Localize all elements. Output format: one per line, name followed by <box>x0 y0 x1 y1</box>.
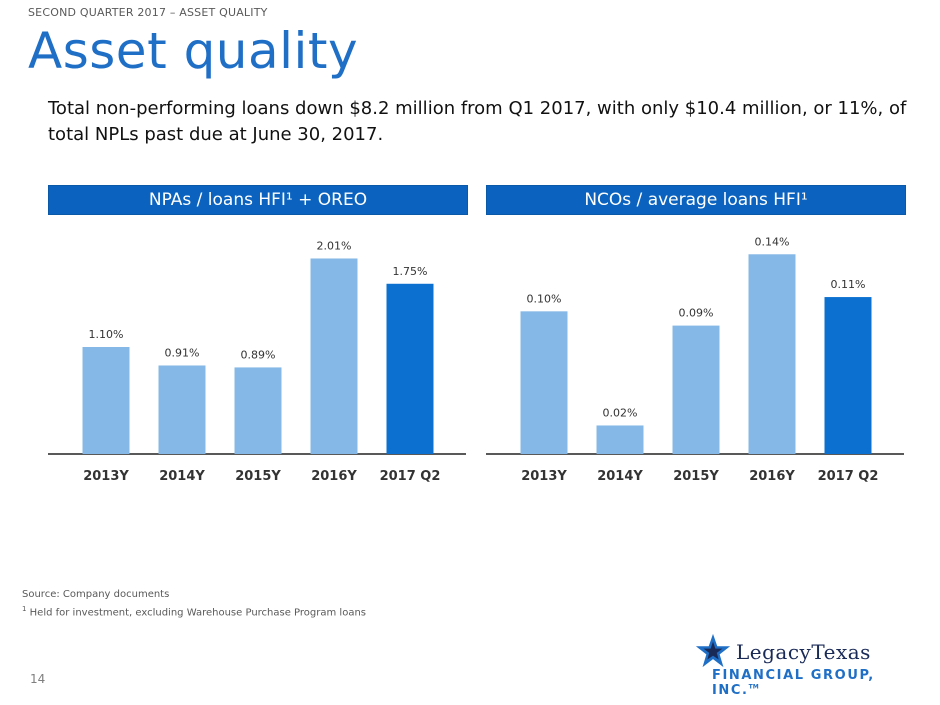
npa-data-label: 0.89% <box>241 348 276 361</box>
nco-tick-label: 2014Y <box>597 469 643 484</box>
npa-data-label: 1.75% <box>393 265 428 278</box>
nco-data-label: 0.09% <box>679 307 714 320</box>
nco-tick-label: 2015Y <box>673 469 719 484</box>
logo-tm: TM <box>748 683 759 691</box>
nco-data-label: 0.11% <box>831 278 866 291</box>
footnote-1: 1 Held for investment, excluding Warehou… <box>22 602 366 620</box>
nco-tick-label: 2013Y <box>521 469 567 484</box>
npa-bar-2014y <box>158 365 206 454</box>
npa-data-label: 2.01% <box>317 239 352 252</box>
npa-bar-2015y <box>234 367 282 454</box>
nco-bar-2014y <box>596 425 644 454</box>
section-label: SECOND QUARTER 2017 – ASSET QUALITY <box>28 6 268 19</box>
page-number: 14 <box>30 672 46 686</box>
npa-tick-label: 2015Y <box>235 469 281 484</box>
npa-tick-label: 2016Y <box>311 469 357 484</box>
npa-bar-2013y <box>82 347 130 454</box>
nco-bar-chart: 0.10% 2013Y 0.02% 2014Y 0.09% 2015Y 0.14% 2016Y… <box>486 235 904 484</box>
logo-subtitle-text: FINANCIAL GROUP, INC. <box>712 668 875 698</box>
source-note: Source: Company documents <box>22 589 170 600</box>
footnote-marker: 1 <box>22 605 27 613</box>
subtitle: Total non-performing loans down $8.2 mil… <box>48 98 907 145</box>
page-title: Asset quality <box>28 22 359 80</box>
star-icon <box>695 633 731 668</box>
nco-data-label: 0.14% <box>755 235 790 248</box>
nco-data-label: 0.10% <box>527 292 562 305</box>
nco-bar-2017-q2 <box>824 297 872 454</box>
footnote-text: Held for investment, excluding Warehouse… <box>26 607 366 619</box>
npa-tick-label: 2013Y <box>83 469 129 484</box>
npa-tick-label: 2017 Q2 <box>380 469 441 484</box>
nco-bar-2013y <box>520 311 568 454</box>
nco-chart-header: NCOs / average loans HFI¹ <box>486 185 906 215</box>
nco-bar-2015y <box>672 325 720 454</box>
npa-chart-header: NPAs / loans HFI¹ + OREO <box>48 185 468 215</box>
npa-tick-label: 2014Y <box>159 469 205 484</box>
nco-tick-label: 2017 Q2 <box>818 469 879 484</box>
company-logo: LegacyTexas FINANCIAL GROUP, INC.TM <box>694 632 924 698</box>
footnotes: Source: Company documents 1 Held for inv… <box>22 588 366 620</box>
npa-bar-chart: 1.10% 2013Y 0.91% 2014Y 0.89% 2015Y 2.01% 2016Y… <box>48 239 466 484</box>
logo-wordmark: LegacyTexas <box>736 640 871 664</box>
npa-bar-2017-q2 <box>386 283 434 454</box>
nco-data-label: 0.02% <box>603 406 638 419</box>
nco-bar-2016y <box>748 254 796 454</box>
logo-subtitle: FINANCIAL GROUP, INC.TM <box>712 668 924 698</box>
npa-bar-2016y <box>310 258 358 454</box>
npa-data-label: 0.91% <box>165 346 200 359</box>
npa-data-label: 1.10% <box>89 328 124 341</box>
nco-tick-label: 2016Y <box>749 469 795 484</box>
